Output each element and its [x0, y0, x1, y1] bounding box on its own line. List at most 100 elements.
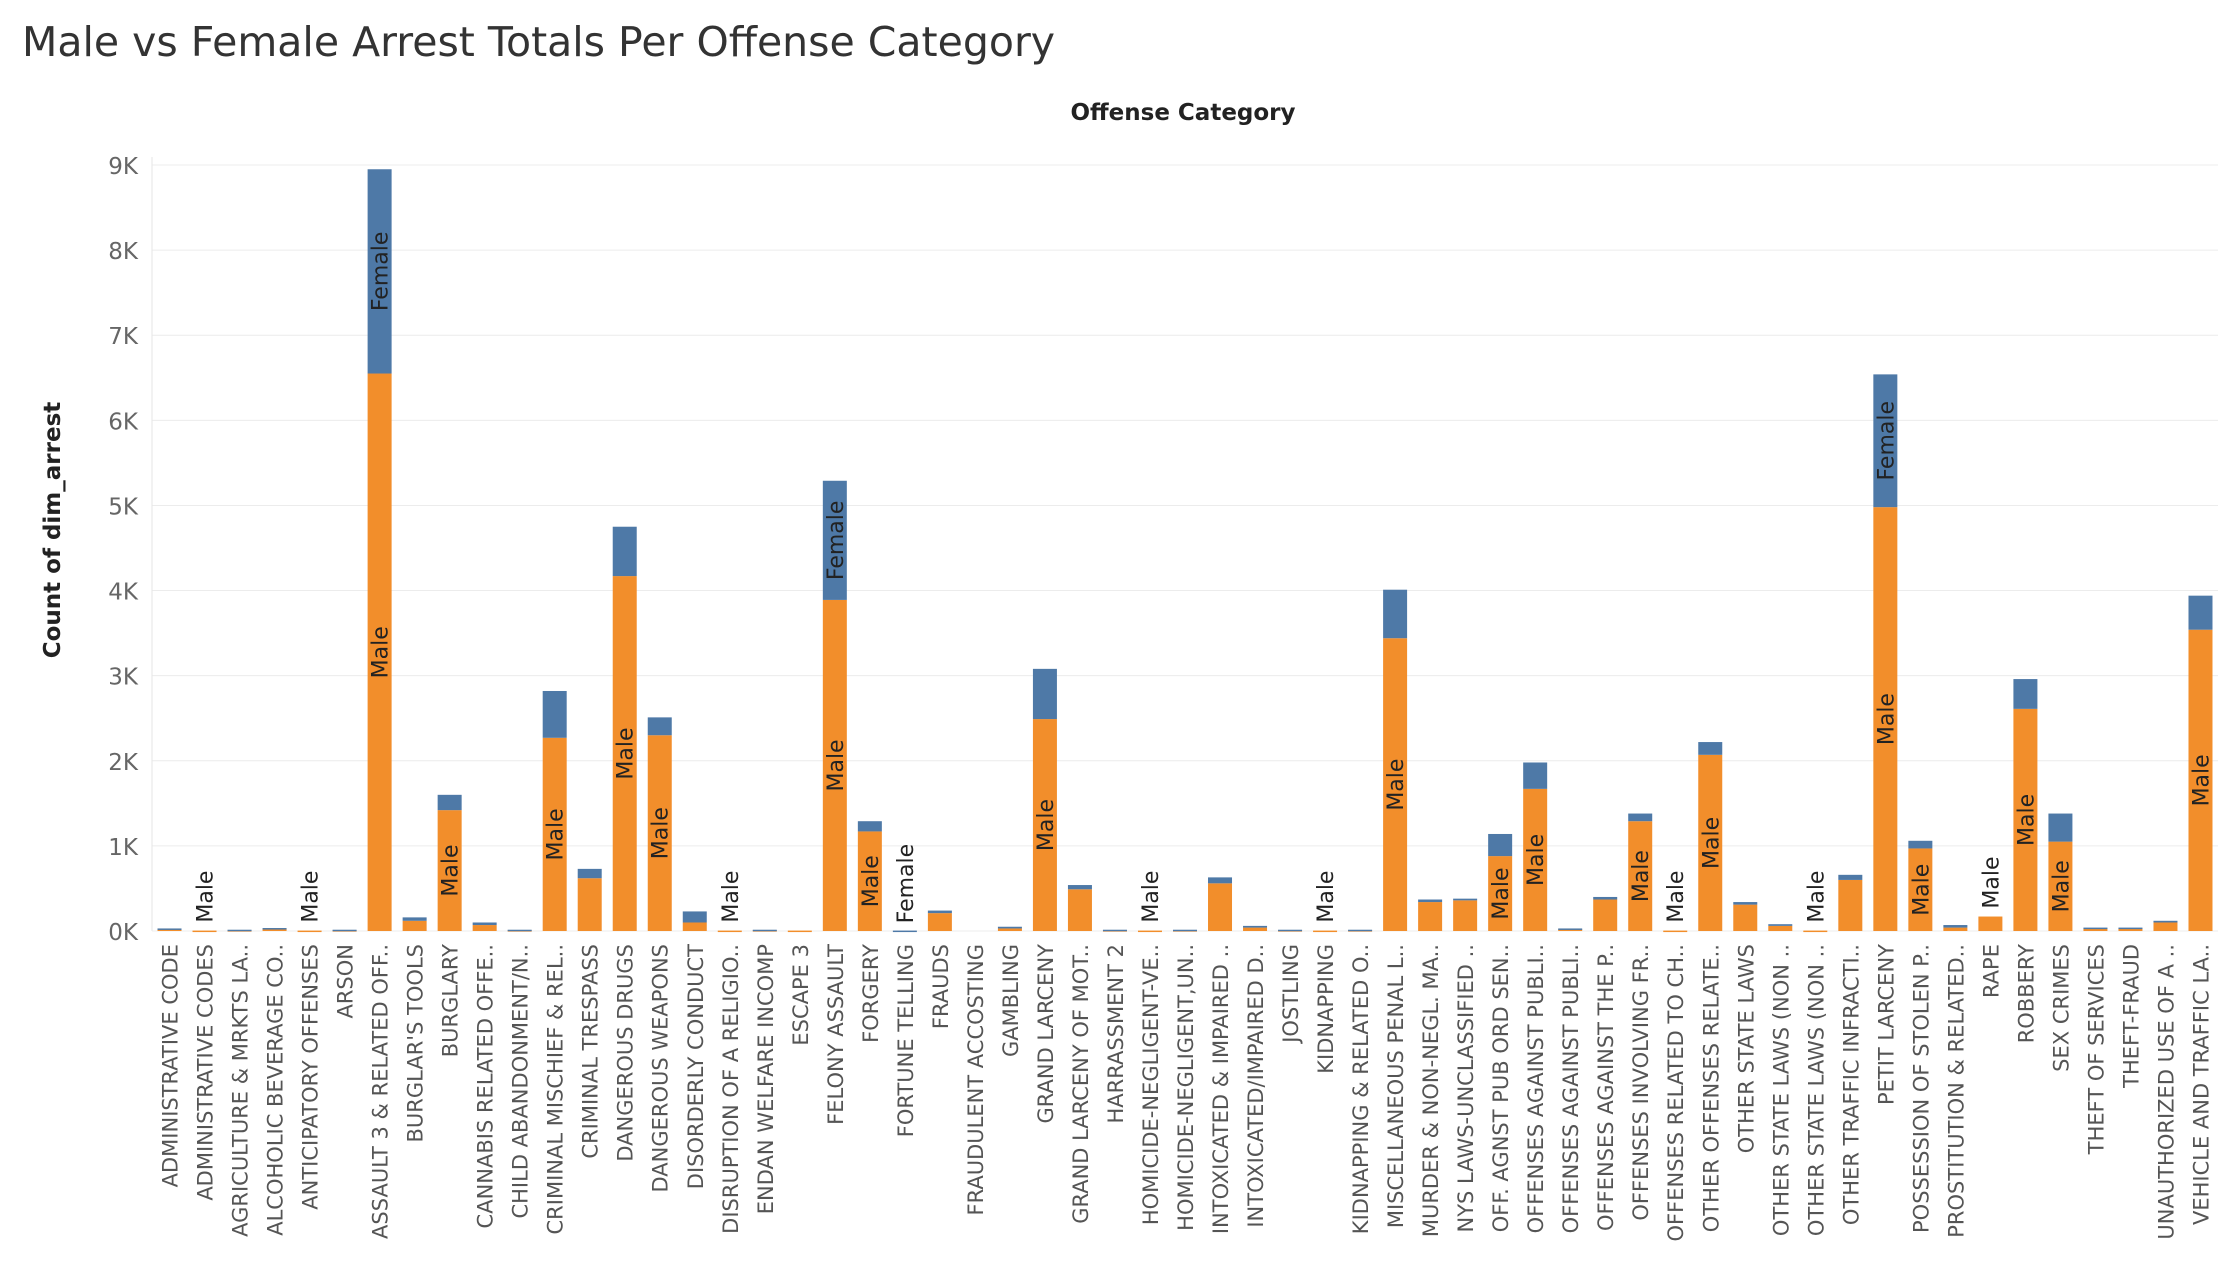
bar-female[interactable] [1593, 896, 1618, 900]
bar-female[interactable] [2013, 679, 2038, 709]
bar-female[interactable] [1032, 668, 1057, 720]
bar-female[interactable] [997, 926, 1022, 929]
bar-female[interactable] [367, 169, 392, 374]
bar-female[interactable] [1173, 929, 1197, 932]
bar-male[interactable] [1418, 902, 1443, 931]
bar-male[interactable] [1768, 925, 1793, 931]
bar-female[interactable] [1628, 813, 1653, 822]
bar-female[interactable] [1558, 928, 1583, 930]
bar-male[interactable] [1383, 638, 1408, 931]
bar-female[interactable] [1067, 885, 1092, 890]
bar-male[interactable] [1488, 856, 1513, 931]
bar-female[interactable] [1348, 929, 1373, 932]
bar-female[interactable] [1208, 877, 1233, 884]
bar-male[interactable] [367, 373, 392, 931]
bar-male[interactable] [1733, 904, 1758, 931]
bar-male[interactable] [1803, 930, 1828, 933]
bar-female[interactable] [577, 868, 602, 879]
bar-male[interactable] [1137, 930, 1162, 933]
bar-female[interactable] [2083, 927, 2108, 930]
bar-male[interactable] [2083, 928, 2108, 931]
x-tick-label: POSSESSION OF STOLEN P.. [1909, 944, 1933, 1233]
bar-male[interactable] [717, 930, 742, 933]
bar-female[interactable] [647, 717, 672, 736]
bar-female[interactable] [1243, 925, 1268, 928]
bar-male[interactable] [402, 920, 427, 931]
bar-male[interactable] [157, 929, 182, 931]
bar-male[interactable] [1628, 821, 1653, 931]
bar-female[interactable] [542, 690, 567, 738]
bar-female[interactable] [612, 526, 637, 577]
bar-female[interactable] [1523, 762, 1548, 789]
bar-male[interactable] [1908, 848, 1933, 931]
bar-male[interactable] [612, 576, 637, 931]
bar-female[interactable] [822, 480, 847, 600]
bar-male[interactable] [647, 735, 672, 931]
bar-female[interactable] [682, 911, 707, 923]
bar-male[interactable] [262, 928, 287, 931]
bar-female[interactable] [1943, 925, 1968, 928]
bar-female[interactable] [857, 821, 882, 832]
bar-male[interactable] [2048, 841, 2073, 931]
bar-male[interactable] [1453, 900, 1478, 931]
bar-female[interactable] [1698, 742, 1723, 755]
x-tick-label: OFFENSES INVOLVING FR.. [1629, 944, 1653, 1221]
bar-male[interactable] [1243, 927, 1268, 931]
bar-female[interactable] [1838, 874, 1863, 880]
bar-male[interactable] [1663, 930, 1688, 933]
bar-female[interactable] [1278, 929, 1303, 932]
bar-male[interactable] [1838, 879, 1863, 931]
bar-male[interactable] [1313, 930, 1338, 933]
bar-male[interactable] [1593, 899, 1618, 931]
bar-female[interactable] [2153, 920, 2178, 923]
bar-male[interactable] [2013, 708, 2038, 931]
bar-male[interactable] [787, 930, 812, 933]
bar-female[interactable] [1453, 898, 1478, 901]
bar-female[interactable] [1383, 589, 1408, 639]
bar-female[interactable] [157, 928, 182, 930]
bar-male[interactable] [1032, 719, 1057, 931]
bar-male[interactable] [1978, 916, 2003, 931]
bar-male[interactable] [2118, 928, 2143, 931]
bar-female[interactable] [472, 922, 497, 926]
bar-female[interactable] [1488, 833, 1513, 857]
bar-male[interactable] [437, 810, 462, 931]
bar-female[interactable] [2188, 595, 2213, 630]
bar-female[interactable] [262, 928, 287, 930]
bar-male[interactable] [857, 831, 882, 931]
bar-female[interactable] [892, 930, 917, 933]
bar-female[interactable] [1873, 374, 1898, 508]
bar-male[interactable] [1523, 788, 1548, 931]
bar-male[interactable] [542, 737, 567, 931]
bar-male[interactable] [472, 925, 497, 931]
bar-male[interactable] [192, 930, 217, 933]
bar-male[interactable] [1943, 927, 1968, 931]
bar-male[interactable] [297, 930, 322, 933]
bar-female[interactable] [2118, 927, 2143, 930]
bar-female[interactable] [507, 929, 532, 932]
bar-female[interactable] [437, 794, 462, 811]
bar-male[interactable] [1698, 754, 1723, 931]
bar-male[interactable] [577, 878, 602, 931]
bar-male[interactable] [2153, 922, 2178, 931]
bar-male[interactable] [997, 928, 1022, 931]
bar-male[interactable] [1208, 883, 1233, 931]
bar-female[interactable] [752, 929, 777, 932]
bar-male[interactable] [1067, 889, 1092, 931]
bar-male[interactable] [1873, 507, 1898, 931]
bar-female[interactable] [2048, 813, 2073, 842]
bar-female[interactable] [402, 917, 427, 921]
bar-female[interactable] [1733, 902, 1758, 905]
bar-female[interactable] [1908, 840, 1933, 849]
bar-male[interactable] [822, 599, 847, 931]
bar-male[interactable] [2188, 629, 2213, 931]
bar-male[interactable] [1558, 929, 1583, 931]
bar-female[interactable] [1102, 929, 1127, 932]
bar-male[interactable] [682, 922, 707, 931]
bar-female[interactable] [1418, 899, 1443, 903]
bar-female[interactable] [332, 929, 357, 932]
bar-female[interactable] [1768, 924, 1793, 926]
bar-male[interactable] [927, 913, 952, 931]
bar-female[interactable] [227, 929, 252, 932]
bar-female[interactable] [927, 910, 952, 914]
